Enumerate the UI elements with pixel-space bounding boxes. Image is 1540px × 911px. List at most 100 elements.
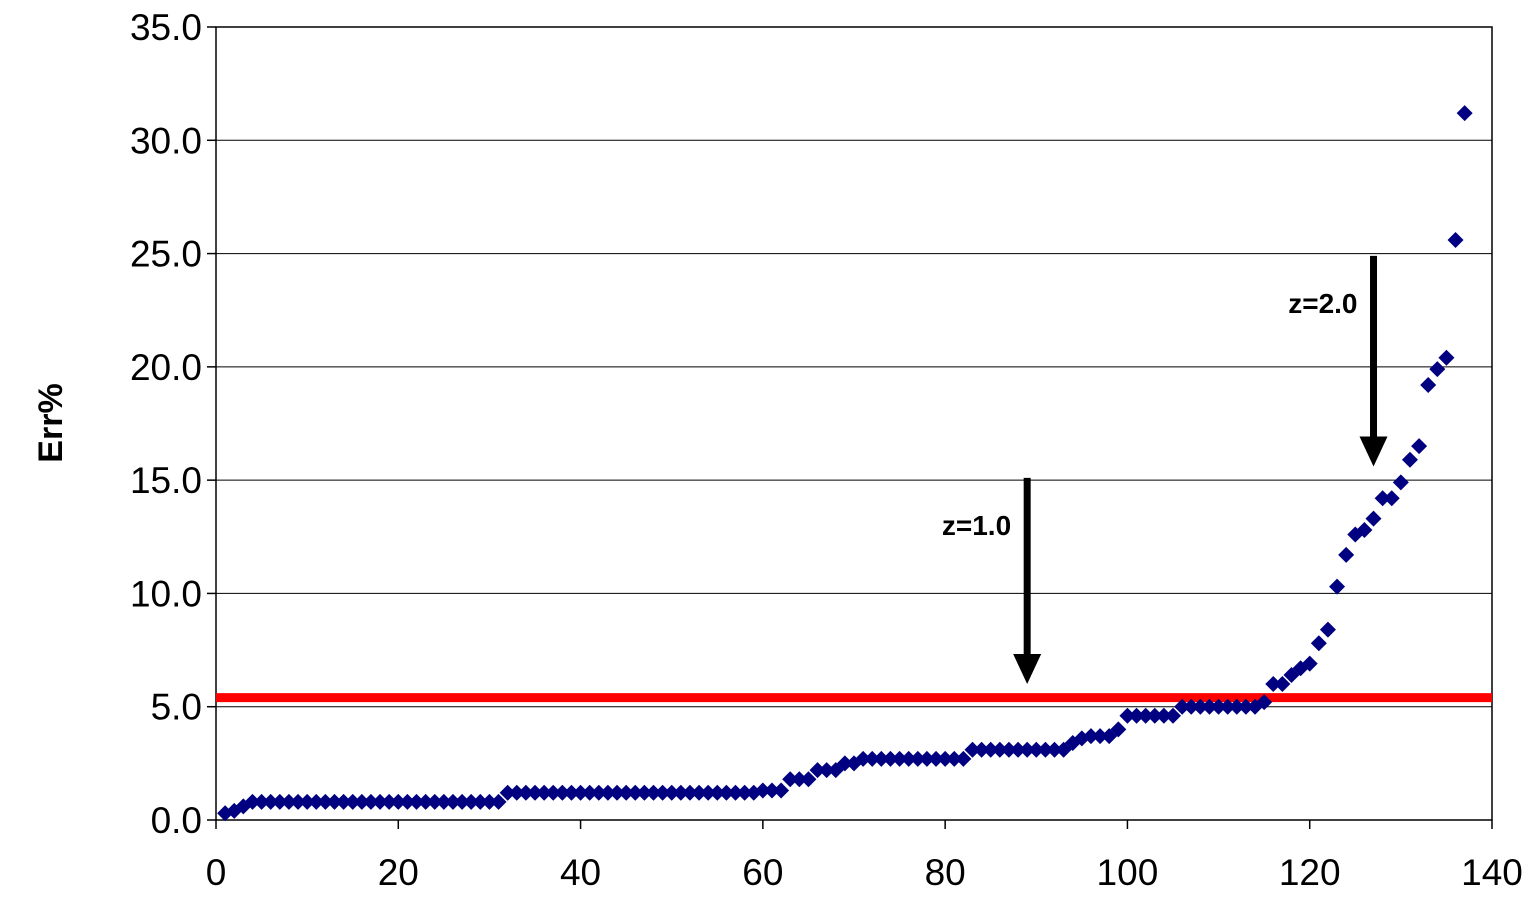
data-point — [335, 793, 352, 810]
data-point — [1000, 741, 1017, 758]
data-point — [1319, 621, 1336, 638]
y-axis-title: Err% — [32, 383, 70, 462]
data-point — [1301, 655, 1318, 672]
x-tick-label: 80 — [925, 852, 966, 893]
gridlines — [216, 139, 1492, 708]
data-point — [1310, 635, 1327, 652]
data-point — [1365, 510, 1382, 527]
data-point — [1338, 546, 1355, 563]
data-point — [964, 741, 981, 758]
data-point — [262, 793, 279, 810]
data-point — [627, 784, 644, 801]
data-point — [609, 784, 626, 801]
data-point — [800, 771, 817, 788]
data-point — [1146, 707, 1163, 724]
data-point — [244, 793, 261, 810]
data-point — [326, 793, 343, 810]
data-point — [554, 784, 571, 801]
data-point — [426, 793, 443, 810]
data-point — [1082, 728, 1099, 745]
data-point — [1119, 707, 1136, 724]
data-point — [645, 784, 662, 801]
data-point — [499, 784, 516, 801]
data-point — [581, 784, 598, 801]
data-point — [1128, 707, 1145, 724]
x-tick-label: 0 — [206, 852, 227, 893]
data-point — [290, 793, 307, 810]
data-point — [590, 784, 607, 801]
data-point — [928, 750, 945, 767]
data-point — [982, 741, 999, 758]
data-point — [563, 784, 580, 801]
data-point — [1392, 474, 1409, 491]
y-tick-label: 25.0 — [130, 234, 202, 275]
data-point — [545, 784, 562, 801]
data-point — [1456, 105, 1473, 122]
data-point — [372, 793, 389, 810]
data-point — [946, 750, 963, 767]
arrow-head — [1359, 436, 1388, 467]
y-tick-label: 20.0 — [130, 347, 202, 388]
data-point — [1201, 698, 1218, 715]
data-point — [1383, 490, 1400, 507]
data-point — [1137, 707, 1154, 724]
data-point — [344, 793, 361, 810]
data-point — [444, 793, 461, 810]
data-point — [909, 750, 926, 767]
data-point — [271, 793, 288, 810]
data-point — [991, 741, 1008, 758]
data-point — [1165, 707, 1181, 724]
y-tick-label: 0.0 — [151, 800, 202, 841]
data-point — [1265, 676, 1282, 693]
data-point — [362, 793, 379, 810]
data-point — [1219, 698, 1236, 715]
data-point — [727, 784, 744, 801]
data-point — [481, 793, 498, 810]
data-points — [217, 105, 1473, 822]
y-tick-label: 30.0 — [130, 120, 202, 161]
data-point — [836, 755, 853, 772]
data-point — [672, 784, 689, 801]
data-point — [900, 750, 917, 767]
data-point — [463, 793, 480, 810]
data-point — [882, 750, 899, 767]
annotation-label: z=2.0 — [1288, 288, 1357, 319]
data-point — [700, 784, 717, 801]
data-point — [381, 793, 398, 810]
data-point — [1174, 698, 1191, 715]
data-point — [873, 750, 890, 767]
data-point — [955, 750, 972, 767]
data-point — [754, 782, 771, 799]
data-point — [490, 793, 507, 810]
data-point — [809, 762, 826, 779]
data-point — [1110, 721, 1127, 738]
data-point — [782, 771, 799, 788]
x-tick-label: 60 — [742, 852, 783, 893]
data-point — [399, 793, 416, 810]
data-point — [1438, 349, 1455, 366]
data-point — [408, 793, 425, 810]
data-point — [1401, 451, 1418, 468]
data-point — [1192, 698, 1209, 715]
data-point — [1037, 741, 1054, 758]
data-point — [636, 784, 653, 801]
data-point — [417, 793, 434, 810]
annotation-arrow: z=1.0 — [942, 477, 1042, 685]
data-point — [536, 784, 553, 801]
data-point — [1028, 741, 1045, 758]
data-point — [1092, 728, 1109, 745]
data-point — [1046, 741, 1063, 758]
data-point — [353, 793, 370, 810]
plot-area-frame — [215, 26, 1493, 821]
data-point — [517, 784, 534, 801]
data-point — [891, 750, 908, 767]
data-point — [1019, 741, 1036, 758]
arrow-head — [1013, 654, 1042, 685]
data-point — [918, 750, 935, 767]
data-point — [299, 793, 316, 810]
data-point — [527, 784, 543, 801]
data-point — [308, 793, 325, 810]
y-tick-label: 15.0 — [130, 460, 202, 501]
data-point — [1274, 676, 1291, 693]
